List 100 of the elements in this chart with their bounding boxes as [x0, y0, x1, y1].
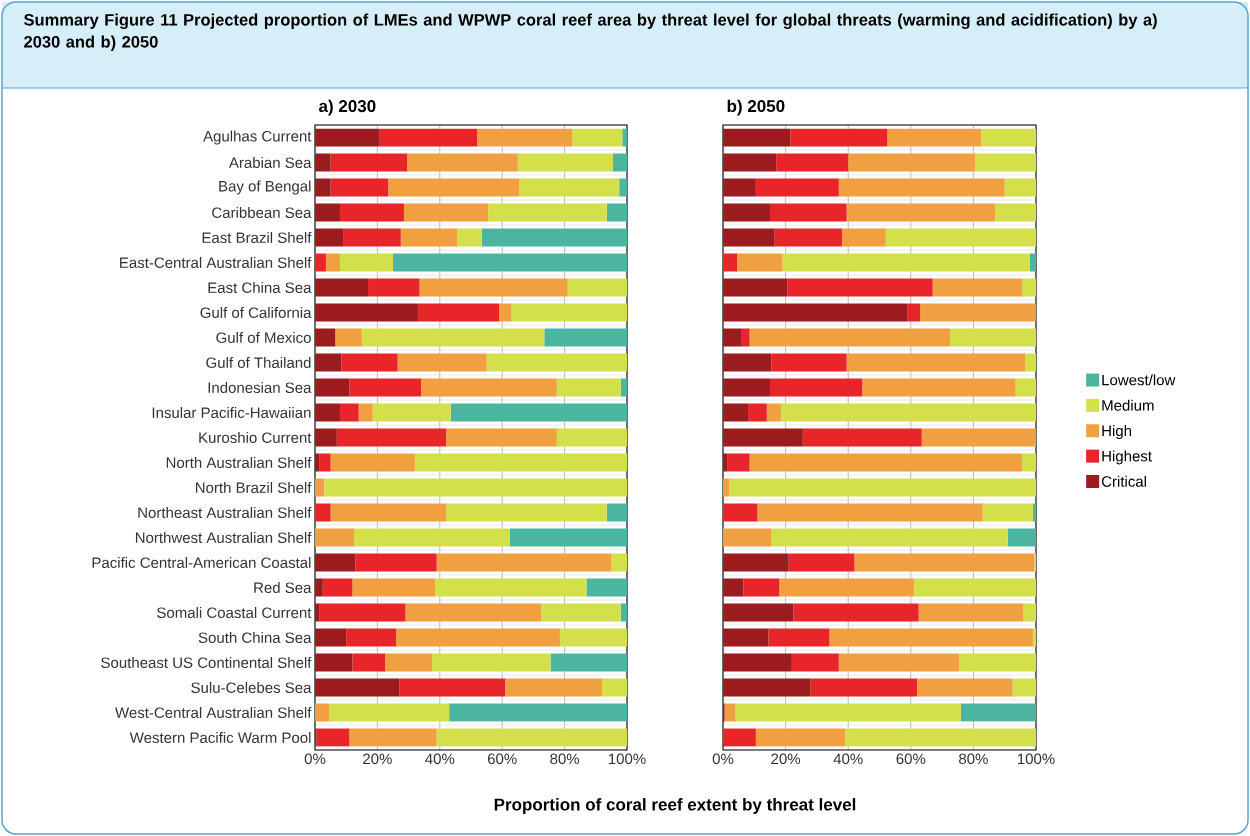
bar [339, 253, 393, 272]
y-tick-label: Sulu-Celebes Sea [191, 682, 312, 694]
y-tick-label: Caribbean Sea [212, 207, 312, 219]
bar [974, 153, 1037, 172]
bar [335, 328, 362, 347]
y-tick-label: Northeast Australian Shelf [138, 507, 312, 519]
bar [435, 578, 587, 597]
bar [315, 203, 340, 222]
x-tick-label: 20% [771, 753, 801, 765]
legend-label: Medium [1102, 399, 1154, 411]
y-tick-label: East China Sea [208, 282, 312, 294]
bar [723, 628, 769, 647]
bar [920, 303, 1037, 322]
bar [315, 703, 330, 722]
bar [315, 128, 379, 147]
bar [769, 203, 847, 222]
bar [315, 553, 356, 572]
bar [511, 303, 627, 322]
y-tick-label: Southeast US Continental Shelf [101, 657, 312, 669]
bar [419, 278, 568, 297]
bar [559, 628, 627, 647]
bar [385, 653, 432, 672]
bar [315, 328, 336, 347]
bar [766, 403, 781, 422]
bar [372, 403, 451, 422]
bar [414, 453, 627, 472]
bar [499, 303, 512, 322]
x-tick-label: 40% [425, 753, 455, 765]
bar [612, 153, 627, 172]
bar [757, 503, 983, 522]
bar [723, 603, 794, 622]
x-tick-label: 100% [608, 753, 646, 765]
x-tick-label: 20% [363, 753, 392, 765]
bar [400, 228, 457, 247]
bar [396, 628, 560, 647]
bar [315, 478, 325, 497]
bar [352, 653, 386, 672]
bar [723, 303, 908, 322]
x-tick-label: 60% [896, 753, 926, 765]
bar [620, 603, 627, 622]
bar [791, 653, 839, 672]
bar [339, 203, 404, 222]
bar [1032, 503, 1037, 522]
chart-title: Summary Figure 11 Projected proportion of LMEs and WPWP coral reef area by threat level for global threats (warming and acidification) by a) 2030 and b) 2050 [24, 13, 1157, 51]
bar [918, 603, 1024, 622]
bar [315, 628, 347, 647]
bar [378, 128, 478, 147]
x-tick-label: 60% [487, 753, 517, 765]
bar [949, 328, 1037, 347]
chart-subtitle: b) 2050 [727, 99, 785, 116]
bar [741, 328, 750, 347]
bar [446, 503, 607, 522]
bar [982, 503, 1033, 522]
bar [417, 303, 500, 322]
bar [315, 153, 331, 172]
x-tick-label: 0% [712, 753, 734, 765]
bar [325, 253, 340, 272]
bar [456, 228, 482, 247]
bar [315, 453, 320, 472]
bar [407, 153, 518, 172]
bar [315, 253, 326, 272]
bar [403, 203, 489, 222]
bar [729, 478, 1037, 497]
bar [780, 403, 1037, 422]
bar [960, 703, 1037, 722]
bar [486, 353, 627, 372]
bar [421, 378, 557, 397]
x-tick-label: 40% [833, 753, 863, 765]
bar [586, 578, 627, 597]
bar [959, 653, 1037, 672]
bar [343, 228, 401, 247]
bar [755, 728, 846, 747]
y-tick-label: Gulf of Mexico [216, 332, 311, 344]
bar [355, 553, 437, 572]
bar [1015, 378, 1037, 397]
bar [845, 728, 1037, 747]
bar [885, 228, 1037, 247]
bar [349, 728, 437, 747]
bar [723, 378, 770, 397]
bar [1025, 353, 1037, 372]
bar [787, 278, 933, 297]
bar [723, 153, 777, 172]
bar [556, 378, 621, 397]
y-tick-label: Arabian Sea [228, 156, 312, 168]
bar [611, 553, 627, 572]
bar [319, 453, 331, 472]
bar [748, 403, 767, 422]
bar [723, 128, 791, 147]
y-tick-label: Somali Coastal Current [157, 607, 312, 619]
bar [316, 728, 350, 747]
bar [829, 628, 1033, 647]
y-tick-label: Pacific Central-American Coastal [92, 557, 311, 569]
bar [723, 428, 803, 447]
y-tick-label: West-Central Australian Shelf [115, 707, 312, 719]
bar [743, 578, 780, 597]
bar [405, 603, 542, 622]
bar [315, 503, 331, 522]
bar [556, 428, 627, 447]
bar [749, 328, 950, 347]
bar [541, 603, 621, 622]
